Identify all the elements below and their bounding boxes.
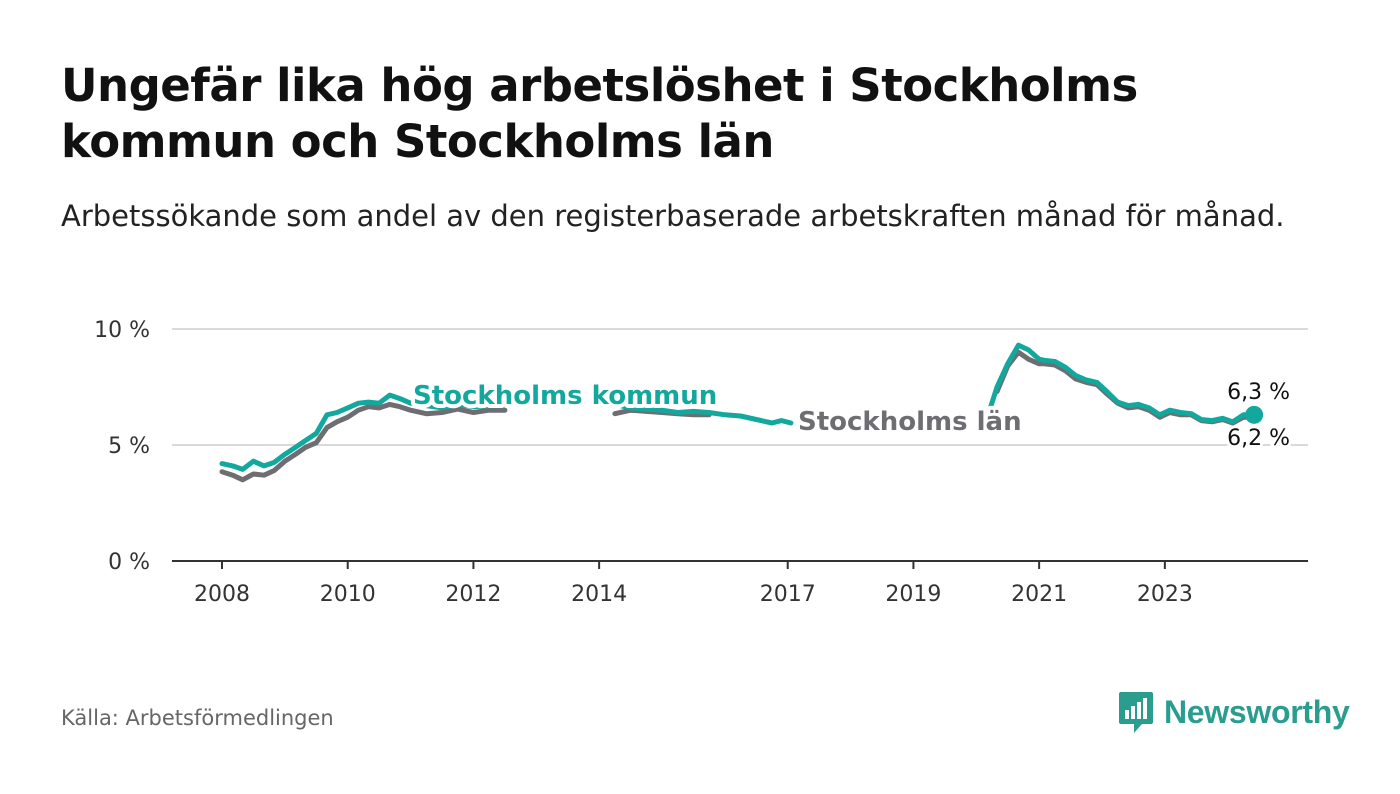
x-tick-label: 2010	[320, 582, 376, 607]
end-point-marker	[1245, 405, 1264, 424]
grid-lines	[172, 328, 1308, 446]
series-label-lan: Stockholms län	[798, 407, 1022, 437]
series-label-kommun: Stockholms kommun	[413, 381, 717, 411]
chart-title: Ungefär lika hög arbetslöshet i Stockhol…	[61, 59, 1138, 168]
y-tick-label: 0 %	[108, 550, 150, 575]
x-tick-label: 2023	[1137, 582, 1193, 607]
x-tick-label: 2021	[1011, 582, 1067, 607]
newsworthy-logo-icon	[1119, 692, 1153, 733]
y-tick-label: 10 %	[94, 318, 150, 343]
end-value-label-kommun: 6,3 %	[1227, 380, 1290, 405]
series-line-lan	[994, 349, 1257, 426]
x-tick-label: 2017	[760, 582, 816, 607]
series-line-kommun	[612, 401, 794, 426]
source-note: Källa: Arbetsförmedlingen	[61, 706, 334, 730]
x-tick-label: 2012	[445, 582, 501, 607]
x-tick-label: 2019	[885, 582, 941, 607]
y-tick-label: 5 %	[108, 434, 150, 459]
brand-name: Newsworthy	[1164, 693, 1350, 730]
series-line-kommun	[219, 392, 508, 472]
chart-subtitle: Arbetssökande som andel av den registerb…	[61, 199, 1285, 233]
series-line-kommun	[986, 342, 1257, 425]
series-line-lan	[219, 401, 508, 483]
x-axis-ticks: 2008 2010 2012 2014 2017 2019 2021 2023	[194, 561, 1193, 607]
line-chart: 0 %5 %10 % 2008 2010 2012 2014 2017 2019 2021 2…	[94, 318, 1308, 607]
y-axis-ticks: 0 % 5 % 10 %	[94, 318, 150, 575]
brand-logo[interactable]: Newsworthy	[1118, 690, 1350, 734]
x-tick-label: 2008	[194, 582, 250, 607]
x-tick-label: 2014	[571, 582, 627, 607]
series-lines	[219, 342, 1257, 483]
end-value-label-lan: 6,2 %	[1227, 426, 1290, 451]
